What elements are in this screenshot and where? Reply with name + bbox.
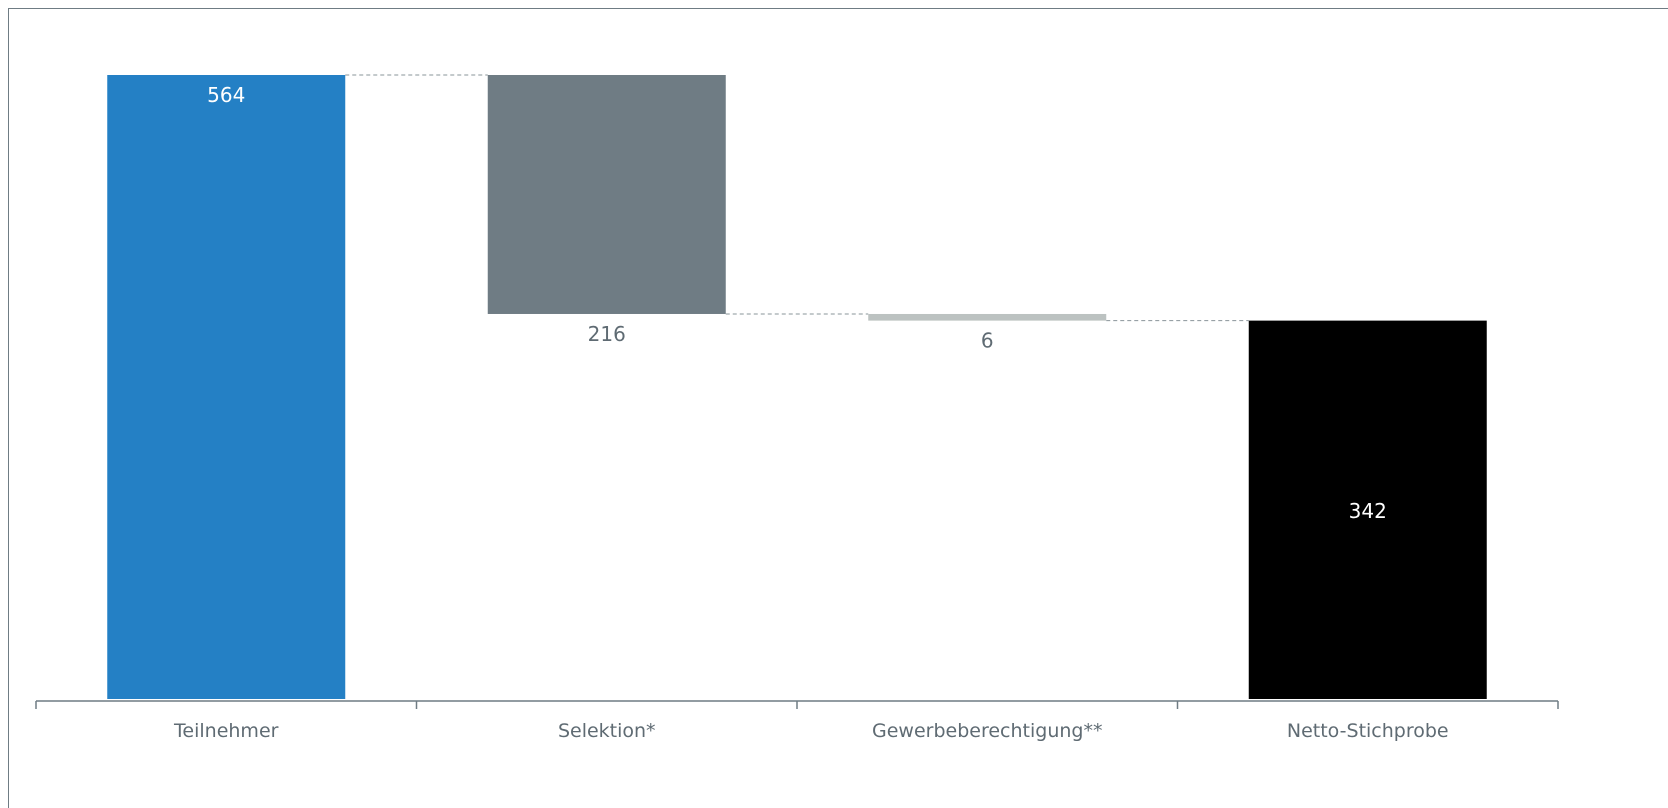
x-axis xyxy=(35,700,1559,709)
value-label-3: 6 xyxy=(981,329,994,353)
category-label-3: Gewerbeberechtigung** xyxy=(872,720,1102,742)
bar-4 xyxy=(1248,320,1487,699)
category-label-2: Selektion* xyxy=(558,720,656,742)
bar-2 xyxy=(487,75,726,314)
value-label-1: 564 xyxy=(207,83,245,107)
labels: 564 Teilnehmer 216 Selektion* 6 Gewerbeberech… xyxy=(173,83,1449,742)
category-label-4: Netto-Stichprobe xyxy=(1287,720,1449,742)
chart-frame xyxy=(8,8,1668,808)
value-label-4: 342 xyxy=(1349,499,1387,523)
bars xyxy=(107,75,1487,699)
category-label-1: Teilnehmer xyxy=(173,720,279,742)
connector-lines xyxy=(345,74,1249,322)
bar-1 xyxy=(107,75,346,699)
value-label-2: 216 xyxy=(588,322,626,346)
bar-3 xyxy=(868,313,1107,321)
